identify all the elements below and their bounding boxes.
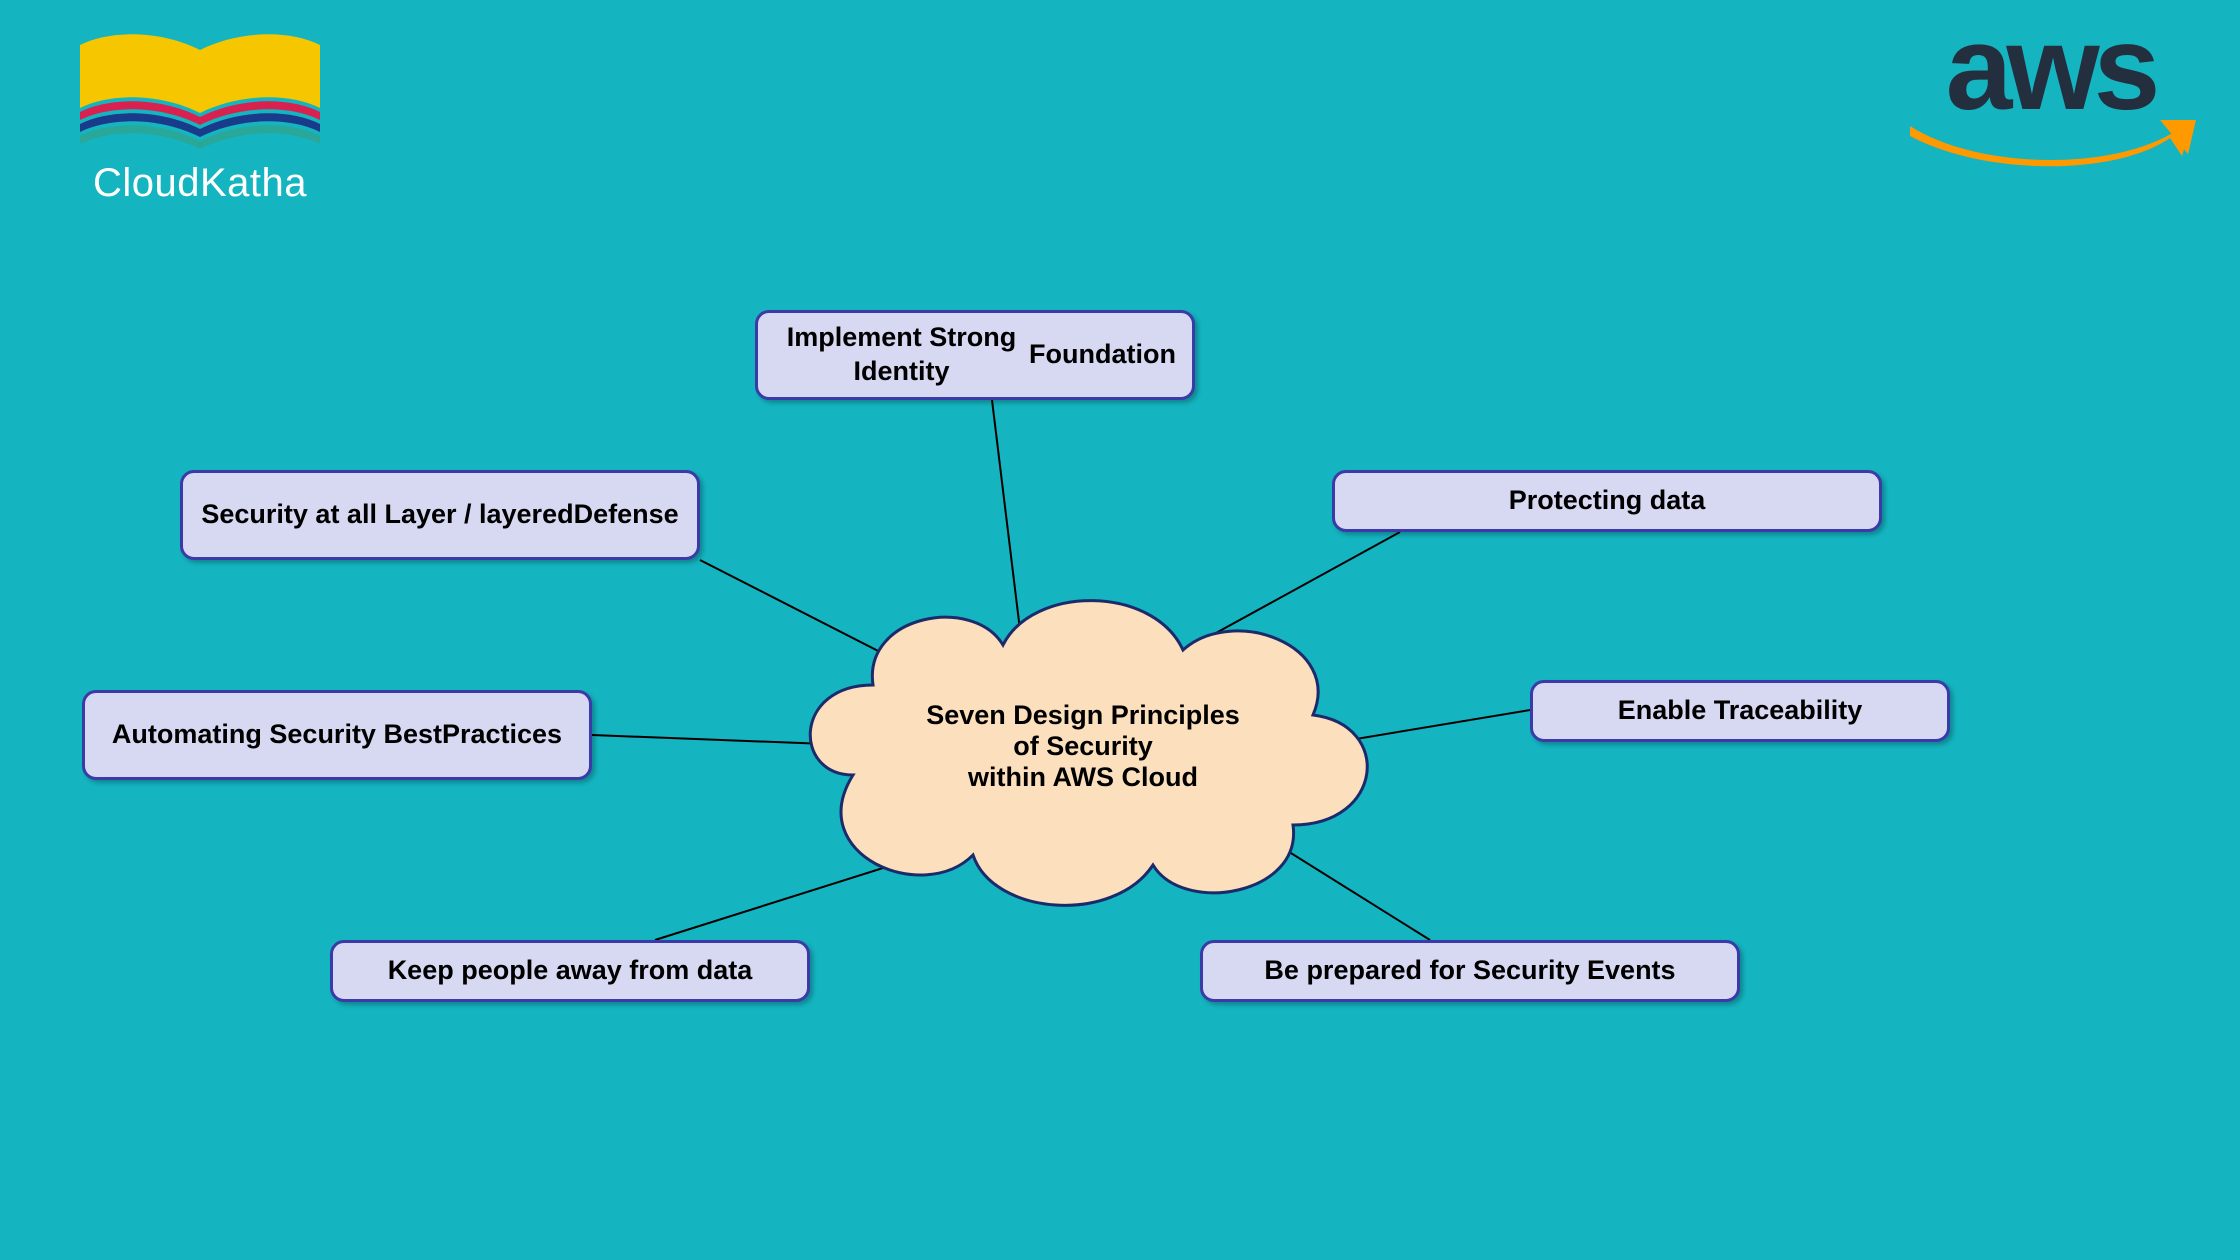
node-label-line: Automating Security Best: [112, 718, 442, 752]
principle-node: Protecting data: [1332, 470, 1882, 532]
principle-node: Implement Strong IdentityFoundation: [755, 310, 1195, 400]
node-label-line: Foundation: [1029, 338, 1176, 372]
aws-logo: aws: [1900, 20, 2200, 191]
cloudkatha-text: CloudKatha: [50, 161, 350, 206]
center-line1: Seven Design Principles: [883, 700, 1283, 731]
edge: [1320, 710, 1530, 745]
edge: [700, 560, 935, 680]
principle-node: Automating Security BestPractices: [82, 690, 592, 780]
principle-node: Keep people away from data: [330, 940, 810, 1002]
principle-node: Be prepared for Security Events: [1200, 940, 1740, 1002]
center-line2: of Security: [883, 731, 1283, 762]
principle-node: Security at all Layer / layeredDefense: [180, 470, 700, 560]
aws-text: aws: [1900, 20, 2200, 116]
node-label-line: Security at all Layer / layered: [201, 498, 573, 532]
edge: [1185, 532, 1400, 650]
edge: [592, 735, 852, 745]
principle-node: Enable Traceability: [1530, 680, 1950, 742]
node-label-line: Defense: [574, 498, 679, 532]
aws-swoosh-icon: [1900, 116, 2200, 186]
diagram-canvas: Seven Design Principlesof Securitywithin…: [0, 0, 2240, 1260]
node-label-line: Practices: [442, 718, 562, 752]
node-label-line: Keep people away from data: [388, 954, 753, 988]
edge: [655, 850, 940, 940]
center-label: Seven Design Principlesof Securitywithin…: [883, 700, 1283, 793]
cloudkatha-logo: CloudKatha: [50, 30, 350, 206]
node-label-line: Enable Traceability: [1618, 694, 1863, 728]
node-label-line: Protecting data: [1509, 484, 1706, 518]
node-label-line: Implement Strong Identity: [774, 321, 1029, 389]
cloudkatha-book-icon: [50, 30, 350, 160]
center-line3: within AWS Cloud: [883, 762, 1283, 793]
edge: [992, 400, 1020, 630]
node-label-line: Be prepared for Security Events: [1264, 954, 1675, 988]
edge: [1270, 840, 1430, 940]
